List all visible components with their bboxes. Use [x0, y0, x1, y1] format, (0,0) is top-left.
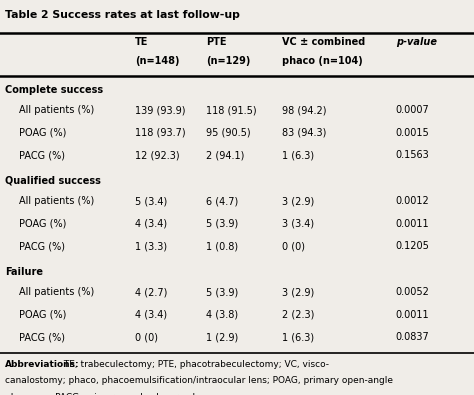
Text: p-value: p-value: [396, 37, 437, 47]
Text: Abbreviations:: Abbreviations:: [5, 360, 79, 369]
Text: 0.0052: 0.0052: [396, 287, 429, 297]
Text: All patients (%): All patients (%): [19, 287, 94, 297]
Text: PACG (%): PACG (%): [19, 241, 65, 251]
Text: POAG (%): POAG (%): [19, 219, 66, 229]
Text: 139 (93.9): 139 (93.9): [135, 105, 186, 115]
Text: 0.1563: 0.1563: [396, 150, 429, 160]
Text: PACG (%): PACG (%): [19, 150, 65, 160]
Text: 118 (91.5): 118 (91.5): [206, 105, 257, 115]
Text: 3 (3.4): 3 (3.4): [282, 219, 314, 229]
Text: 1 (3.3): 1 (3.3): [135, 241, 167, 251]
Text: TE: TE: [135, 37, 148, 47]
Text: 12 (92.3): 12 (92.3): [135, 150, 180, 160]
Text: 1 (2.9): 1 (2.9): [206, 332, 238, 342]
Text: 5 (3.9): 5 (3.9): [206, 219, 238, 229]
Text: 2 (94.1): 2 (94.1): [206, 150, 245, 160]
Text: 0.0015: 0.0015: [396, 128, 429, 138]
Text: glaucoma; PACG, primary angle closure glaucoma.: glaucoma; PACG, primary angle closure gl…: [5, 393, 234, 395]
Text: 5 (3.4): 5 (3.4): [135, 196, 167, 206]
Text: (n=148): (n=148): [135, 56, 180, 66]
Text: 5 (3.9): 5 (3.9): [206, 287, 238, 297]
Text: All patients (%): All patients (%): [19, 196, 94, 206]
Text: 6 (4.7): 6 (4.7): [206, 196, 238, 206]
Text: 0.0012: 0.0012: [396, 196, 429, 206]
Text: VC ± combined: VC ± combined: [282, 37, 365, 47]
Text: Qualified success: Qualified success: [5, 176, 100, 186]
Text: Complete success: Complete success: [5, 85, 103, 95]
Text: 0.1205: 0.1205: [396, 241, 429, 251]
Text: 83 (94.3): 83 (94.3): [282, 128, 327, 138]
Text: All patients (%): All patients (%): [19, 105, 94, 115]
Text: POAG (%): POAG (%): [19, 128, 66, 138]
Text: 3 (2.9): 3 (2.9): [282, 287, 314, 297]
Text: 0.0011: 0.0011: [396, 219, 429, 229]
Text: 4 (3.4): 4 (3.4): [135, 219, 167, 229]
Text: phaco (n=104): phaco (n=104): [282, 56, 363, 66]
Text: 3 (2.9): 3 (2.9): [282, 196, 314, 206]
Text: 2 (2.3): 2 (2.3): [282, 310, 314, 320]
Text: 1 (0.8): 1 (0.8): [206, 241, 238, 251]
Text: canalostomy; phaco, phacoemulsification/intraocular lens; POAG, primary open-ang: canalostomy; phaco, phacoemulsification/…: [5, 376, 393, 386]
Text: POAG (%): POAG (%): [19, 310, 66, 320]
Text: 0.0837: 0.0837: [396, 332, 429, 342]
Text: 98 (94.2): 98 (94.2): [282, 105, 327, 115]
Text: 0 (0): 0 (0): [135, 332, 158, 342]
Text: 0.0011: 0.0011: [396, 310, 429, 320]
Text: PTE: PTE: [206, 37, 227, 47]
Text: 1 (6.3): 1 (6.3): [282, 150, 314, 160]
Text: (n=129): (n=129): [206, 56, 251, 66]
Text: 95 (90.5): 95 (90.5): [206, 128, 251, 138]
Text: 0 (0): 0 (0): [282, 241, 305, 251]
Text: 4 (2.7): 4 (2.7): [135, 287, 167, 297]
Text: 4 (3.8): 4 (3.8): [206, 310, 238, 320]
Text: 4 (3.4): 4 (3.4): [135, 310, 167, 320]
Text: 118 (93.7): 118 (93.7): [135, 128, 186, 138]
Text: PACG (%): PACG (%): [19, 332, 65, 342]
Text: 1 (6.3): 1 (6.3): [282, 332, 314, 342]
Text: Failure: Failure: [5, 267, 43, 277]
Text: TE, trabeculectomy; PTE, phacotrabeculectomy; VC, visco-: TE, trabeculectomy; PTE, phacotrabeculec…: [61, 360, 328, 369]
Text: 0.0007: 0.0007: [396, 105, 429, 115]
Text: Table 2 Success rates at last follow-up: Table 2 Success rates at last follow-up: [5, 10, 240, 20]
